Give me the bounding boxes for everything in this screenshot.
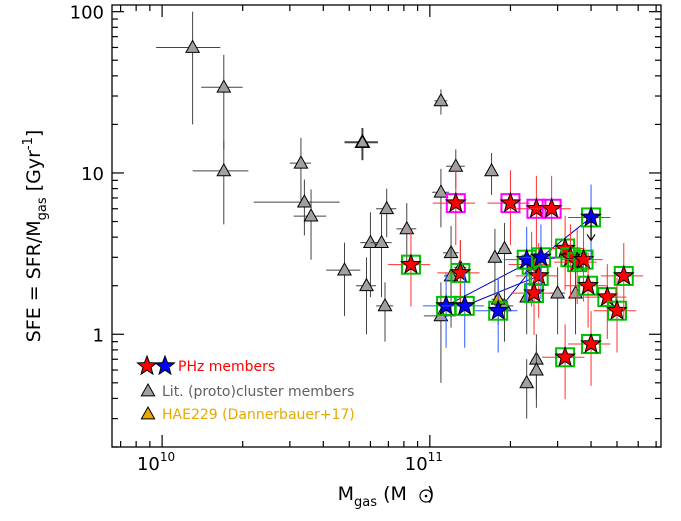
- red-star-marker: [499, 191, 522, 213]
- gray-triangle-marker: [496, 240, 512, 254]
- red-star-marker: [580, 332, 602, 354]
- y-axis-label-unit-sup: -1: [21, 137, 36, 150]
- gray-triangle-marker: [296, 194, 312, 208]
- y-axis-label: SFE = SFR/Mgas [Gyr-1]: [21, 130, 50, 343]
- sun-symbol-gap: [409, 483, 415, 505]
- red-star-marker: [444, 191, 467, 213]
- y-axis-label-main: SFE = SFR/M: [23, 220, 45, 342]
- gray-triangle-marker: [362, 234, 378, 249]
- x-axis-label-main: M: [338, 483, 354, 505]
- legend-blue-star: [154, 354, 176, 376]
- y-tick-label: 100: [70, 3, 104, 24]
- legend-triangle-orange-icon: [140, 405, 156, 420]
- gray-triangle-marker: [293, 155, 309, 169]
- blue-star-marker: [453, 294, 476, 316]
- gray-triangle-marker: [433, 92, 449, 107]
- x-axis-label-sub: gas: [354, 495, 377, 510]
- gray-triangle-marker: [358, 277, 375, 292]
- data-points: [156, 11, 644, 419]
- gray-triangle-marker: [484, 162, 500, 177]
- legend: PHz members Lit. (proto)cluster members …: [136, 354, 355, 423]
- gray-triangle-marker: [216, 162, 232, 177]
- legend-label-hae: HAE229 (Dannerbauer+17): [162, 407, 355, 423]
- y-axis-label-unit: [Gyr: [23, 150, 45, 197]
- gray-triangle-marker: [433, 184, 449, 198]
- legend-triangle-gray-icon: [140, 382, 156, 397]
- y-axis-label-unit-close: ]: [23, 130, 45, 137]
- x-axis-label-unit: (M: [377, 483, 407, 505]
- gray-triangle-marker: [354, 133, 371, 148]
- blue-star-marker: [487, 299, 510, 320]
- x-tick-label: 1010: [137, 450, 175, 475]
- gray-triangle-marker: [519, 374, 535, 389]
- legend-orange-triangle: [140, 405, 156, 420]
- x-axis-label: Mgas (M ): [338, 483, 435, 510]
- gray-triangle-marker: [448, 158, 464, 172]
- x-axis-label-unit-close: ): [427, 483, 434, 505]
- red-star-marker: [527, 264, 550, 286]
- legend-label-phz: PHz members: [178, 359, 275, 375]
- upper-limit-arrowhead: [586, 234, 596, 242]
- red-star-marker: [554, 345, 576, 367]
- gray-triangle-marker: [528, 362, 544, 376]
- y-tick-label: 1: [93, 325, 104, 346]
- red-star-marker: [612, 264, 635, 286]
- gray-triangle-marker: [374, 234, 390, 249]
- plot-frame: [111, 4, 662, 448]
- red-star-marker: [400, 253, 422, 274]
- legend-star-icons: [136, 354, 176, 376]
- gray-triangle-marker: [336, 262, 352, 276]
- gray-triangle-marker: [399, 220, 415, 235]
- y-tick-label: 10: [81, 164, 104, 185]
- red-star-marker: [577, 274, 599, 295]
- legend-label-lit: Lit. (proto)cluster members: [162, 384, 354, 400]
- gray-triangle-marker: [379, 200, 395, 215]
- blue-star-marker: [530, 245, 552, 267]
- x-tick-label: 1011: [405, 450, 443, 475]
- red-star-marker: [540, 197, 563, 218]
- gray-triangle-marker: [216, 79, 232, 93]
- red-star-marker: [449, 261, 472, 283]
- gray-triangle-marker: [303, 208, 319, 222]
- gray-triangle-marker: [550, 285, 566, 299]
- legend-red-star: [136, 354, 158, 376]
- axis-ticks: 1010 1011 1 10 100: [70, 3, 661, 475]
- gray-triangle-marker: [377, 297, 393, 312]
- y-axis-label-sub: gas: [35, 197, 50, 220]
- legend-gray-triangle: [140, 382, 156, 397]
- sun-symbol-icon: [419, 489, 433, 503]
- gray-triangle-marker: [185, 39, 201, 53]
- gray-triangle-marker: [487, 249, 503, 263]
- blue-star-marker: [435, 294, 457, 316]
